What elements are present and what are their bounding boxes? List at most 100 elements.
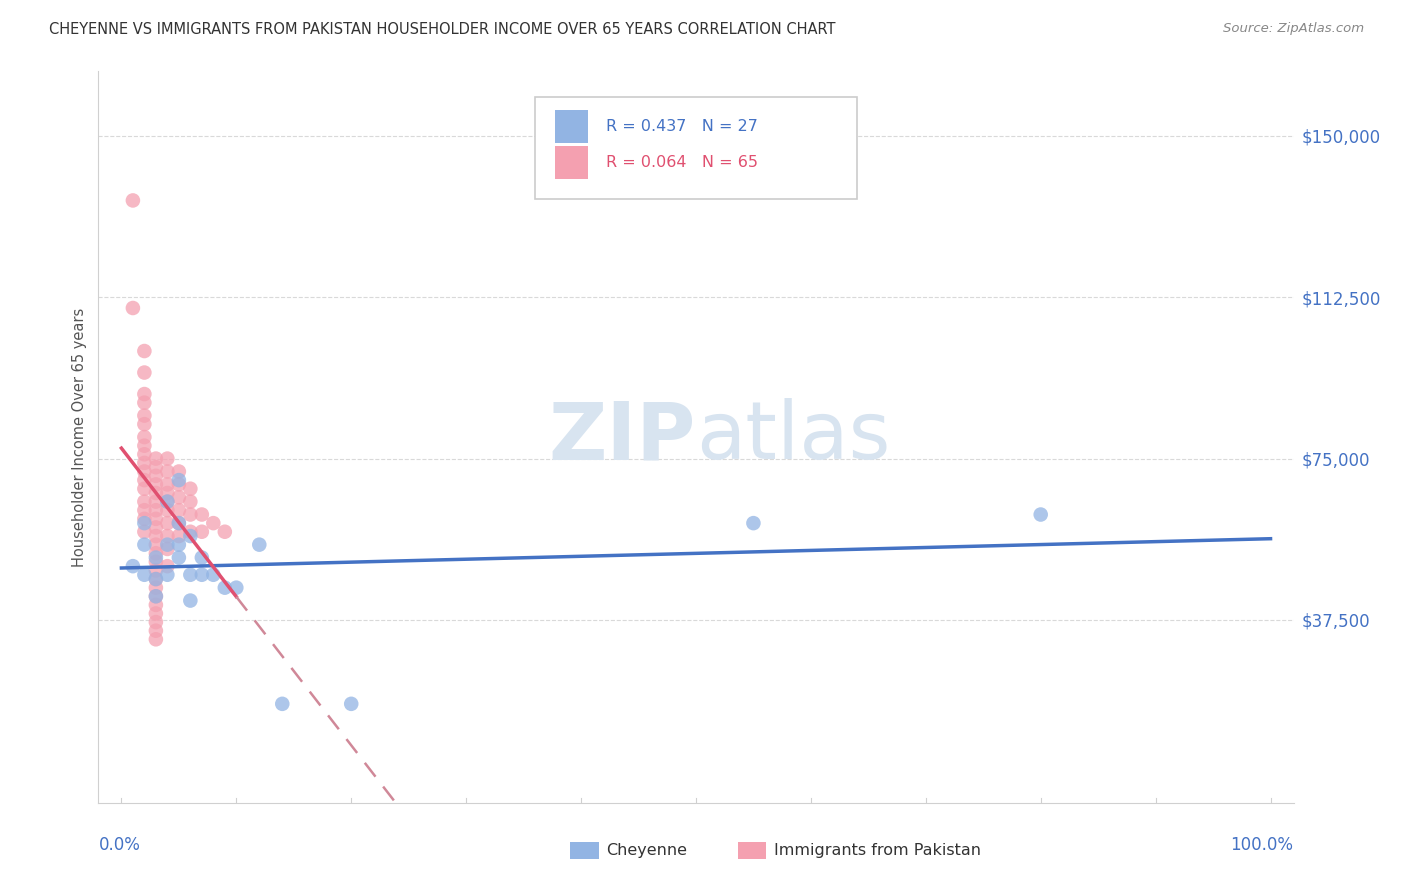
Point xyxy=(134,516,156,530)
Point xyxy=(134,417,156,432)
Point xyxy=(167,516,190,530)
Point xyxy=(340,697,363,711)
Point xyxy=(134,387,156,401)
Point xyxy=(145,451,167,466)
Point xyxy=(122,301,145,315)
Point xyxy=(167,465,190,479)
Point xyxy=(179,508,201,522)
Point xyxy=(156,516,179,530)
Text: 100.0%: 100.0% xyxy=(1230,836,1294,854)
Text: atlas: atlas xyxy=(696,398,890,476)
Point xyxy=(122,194,145,208)
Point xyxy=(156,486,179,500)
Point xyxy=(167,538,190,552)
Text: CHEYENNE VS IMMIGRANTS FROM PAKISTAN HOUSEHOLDER INCOME OVER 65 YEARS CORRELATIO: CHEYENNE VS IMMIGRANTS FROM PAKISTAN HOU… xyxy=(49,22,835,37)
Point xyxy=(134,395,156,409)
Point xyxy=(145,550,167,565)
Point xyxy=(167,550,190,565)
Point xyxy=(145,555,167,569)
Point xyxy=(145,494,167,508)
Point xyxy=(145,564,167,578)
Point xyxy=(179,494,201,508)
Point xyxy=(145,477,167,491)
Point xyxy=(156,567,179,582)
Bar xyxy=(555,146,589,179)
Point xyxy=(167,516,190,530)
Point xyxy=(156,559,179,574)
Point xyxy=(145,460,167,475)
Point xyxy=(145,529,167,543)
Point xyxy=(145,520,167,534)
Point xyxy=(145,572,167,586)
Point xyxy=(145,468,167,483)
Point xyxy=(134,344,156,359)
Bar xyxy=(738,841,766,859)
Point xyxy=(225,581,247,595)
Point xyxy=(179,524,201,539)
Text: R = 0.437   N = 27: R = 0.437 N = 27 xyxy=(606,119,758,134)
Point xyxy=(202,567,225,582)
Point xyxy=(191,524,214,539)
Text: Cheyenne: Cheyenne xyxy=(606,843,688,858)
Point xyxy=(145,624,167,638)
Point xyxy=(156,477,179,491)
Point xyxy=(247,538,270,552)
Point xyxy=(134,503,156,517)
Point xyxy=(134,512,156,526)
Text: R = 0.064   N = 65: R = 0.064 N = 65 xyxy=(606,155,758,170)
Text: Source: ZipAtlas.com: Source: ZipAtlas.com xyxy=(1223,22,1364,36)
Point xyxy=(167,477,190,491)
Point xyxy=(134,366,156,380)
Point xyxy=(145,589,167,603)
Point xyxy=(145,598,167,612)
Point xyxy=(167,491,190,505)
Point xyxy=(145,581,167,595)
Point xyxy=(145,632,167,647)
Point xyxy=(156,541,179,556)
Point xyxy=(145,512,167,526)
Point xyxy=(134,494,156,508)
Point xyxy=(134,524,156,539)
Point xyxy=(214,581,236,595)
Point xyxy=(202,516,225,530)
Point xyxy=(1029,508,1052,522)
Point xyxy=(191,508,214,522)
Point xyxy=(179,529,201,543)
Point xyxy=(145,572,167,586)
Point xyxy=(134,538,156,552)
Point xyxy=(156,529,179,543)
Point xyxy=(179,593,201,607)
Point xyxy=(134,439,156,453)
Point xyxy=(134,465,156,479)
Point xyxy=(156,451,179,466)
Point xyxy=(134,456,156,470)
Point xyxy=(179,567,201,582)
Point xyxy=(156,494,179,508)
Point xyxy=(167,473,190,487)
Bar xyxy=(555,110,589,143)
Point xyxy=(145,546,167,560)
Point xyxy=(191,567,214,582)
Point xyxy=(167,503,190,517)
Point xyxy=(134,409,156,423)
Bar xyxy=(571,841,599,859)
Point xyxy=(156,503,179,517)
Text: Immigrants from Pakistan: Immigrants from Pakistan xyxy=(773,843,980,858)
Point xyxy=(145,503,167,517)
Text: ZIP: ZIP xyxy=(548,398,696,476)
Point xyxy=(179,482,201,496)
Point xyxy=(271,697,294,711)
Point xyxy=(145,589,167,603)
Point xyxy=(134,447,156,461)
Y-axis label: Householder Income Over 65 years: Householder Income Over 65 years xyxy=(72,308,87,566)
Point xyxy=(156,538,179,552)
Point xyxy=(145,615,167,629)
Point xyxy=(191,550,214,565)
Point xyxy=(145,607,167,621)
Point xyxy=(156,494,179,508)
Point xyxy=(134,473,156,487)
Point xyxy=(134,567,156,582)
FancyBboxPatch shape xyxy=(534,97,858,200)
Point xyxy=(742,516,765,530)
Point xyxy=(214,524,236,539)
